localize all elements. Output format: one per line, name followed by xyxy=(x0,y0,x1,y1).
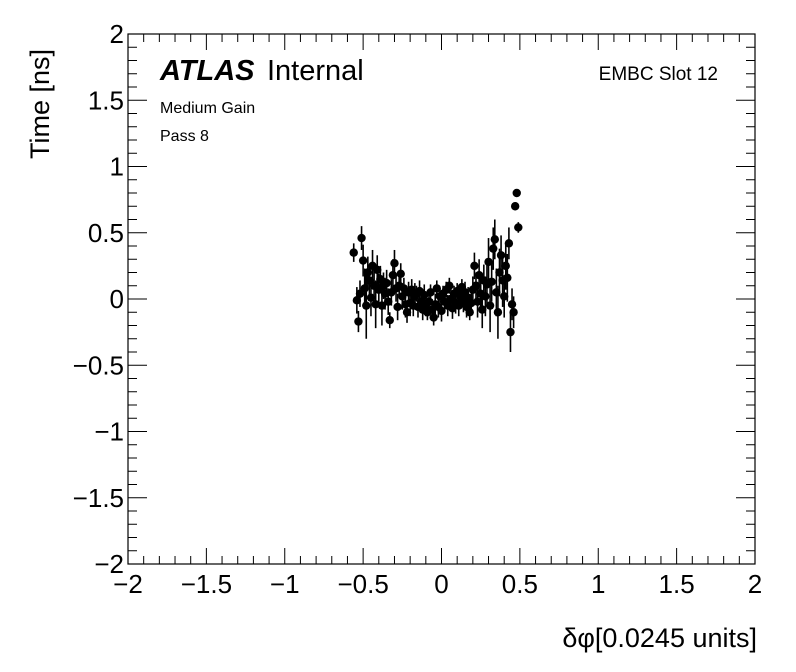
data-point xyxy=(473,297,482,306)
data-point xyxy=(358,256,368,265)
x-tick-label: −0.5 xyxy=(337,569,388,599)
data-point xyxy=(349,248,358,257)
data-point xyxy=(373,265,382,275)
y-tick-label: −1 xyxy=(94,417,124,447)
data-point xyxy=(377,301,387,310)
data-point xyxy=(445,281,454,290)
y-tick-label: 1.5 xyxy=(88,85,124,115)
y-axis-title: Time [ns] xyxy=(25,49,55,159)
data-point xyxy=(507,300,517,309)
data-point xyxy=(382,278,391,288)
y-tick-label: −2 xyxy=(94,549,124,579)
data-point xyxy=(376,274,385,284)
data-point xyxy=(484,257,493,267)
y-tick-label: 0 xyxy=(110,284,124,314)
data-point xyxy=(489,244,498,253)
axis-ticks xyxy=(127,33,756,565)
pass-label: Pass 8 xyxy=(160,128,209,145)
data-point xyxy=(481,292,490,301)
y-tick-label: 1 xyxy=(110,152,124,182)
data-point xyxy=(510,202,520,211)
x-tick-labels: −2 −1.5 −1 −0.5 0 0.5 1 1.5 2 xyxy=(113,569,762,599)
x-tick-label: 1 xyxy=(591,569,605,599)
data-point xyxy=(393,302,402,312)
data-point xyxy=(493,308,503,317)
data-point xyxy=(426,288,435,297)
data-point xyxy=(402,308,412,317)
x-tick-label: 1.5 xyxy=(659,569,695,599)
y-tick-label: −0.5 xyxy=(73,350,124,380)
data-point xyxy=(354,317,363,326)
data-point xyxy=(501,261,510,271)
data-point xyxy=(485,301,495,310)
x-tick-label: 2 xyxy=(748,569,762,599)
data-point xyxy=(470,261,479,271)
x-axis-title: δφ[0.0245 units] xyxy=(562,623,757,653)
x-tick-label: −2 xyxy=(113,569,143,599)
data-point xyxy=(512,188,521,198)
data-point xyxy=(496,251,506,260)
data-point xyxy=(362,301,371,310)
data-point xyxy=(366,293,376,302)
x-tick-label: 0 xyxy=(434,569,448,599)
atlas-status-label: Internal xyxy=(267,55,364,87)
data-point xyxy=(396,269,405,279)
data-point xyxy=(506,327,515,337)
y-tick-label: 2 xyxy=(110,19,124,49)
data-point xyxy=(487,277,496,286)
data-point xyxy=(385,316,394,325)
x-tick-label: −1.5 xyxy=(181,569,232,599)
data-point xyxy=(432,284,441,293)
data-point xyxy=(437,306,446,316)
data-point xyxy=(357,233,366,243)
data-points xyxy=(349,188,523,352)
x-tick-label: −1 xyxy=(270,569,300,599)
region-label: EMBC Slot 12 xyxy=(599,64,718,85)
data-point xyxy=(503,273,512,282)
atlas-label: ATLAS Internal xyxy=(159,55,364,87)
data-point xyxy=(352,296,362,305)
data-point xyxy=(509,308,518,317)
data-point xyxy=(390,259,399,268)
data-point xyxy=(490,235,499,244)
x-tick-label: 0.5 xyxy=(502,569,538,599)
y-tick-label: −1.5 xyxy=(73,483,124,513)
data-point xyxy=(429,313,438,322)
data-point xyxy=(465,308,474,317)
data-point xyxy=(500,292,509,301)
atlas-experiment-label: ATLAS xyxy=(159,55,255,87)
data-point xyxy=(384,297,393,306)
data-point xyxy=(371,300,380,309)
data-point xyxy=(514,223,523,232)
gain-label: Medium Gain xyxy=(160,100,255,117)
data-point xyxy=(478,305,487,314)
data-point xyxy=(504,239,514,248)
y-tick-label: 0.5 xyxy=(88,218,124,248)
y-tick-labels: −2 −1.5 −1 −0.5 0 0.5 1 1.5 2 xyxy=(73,19,124,579)
